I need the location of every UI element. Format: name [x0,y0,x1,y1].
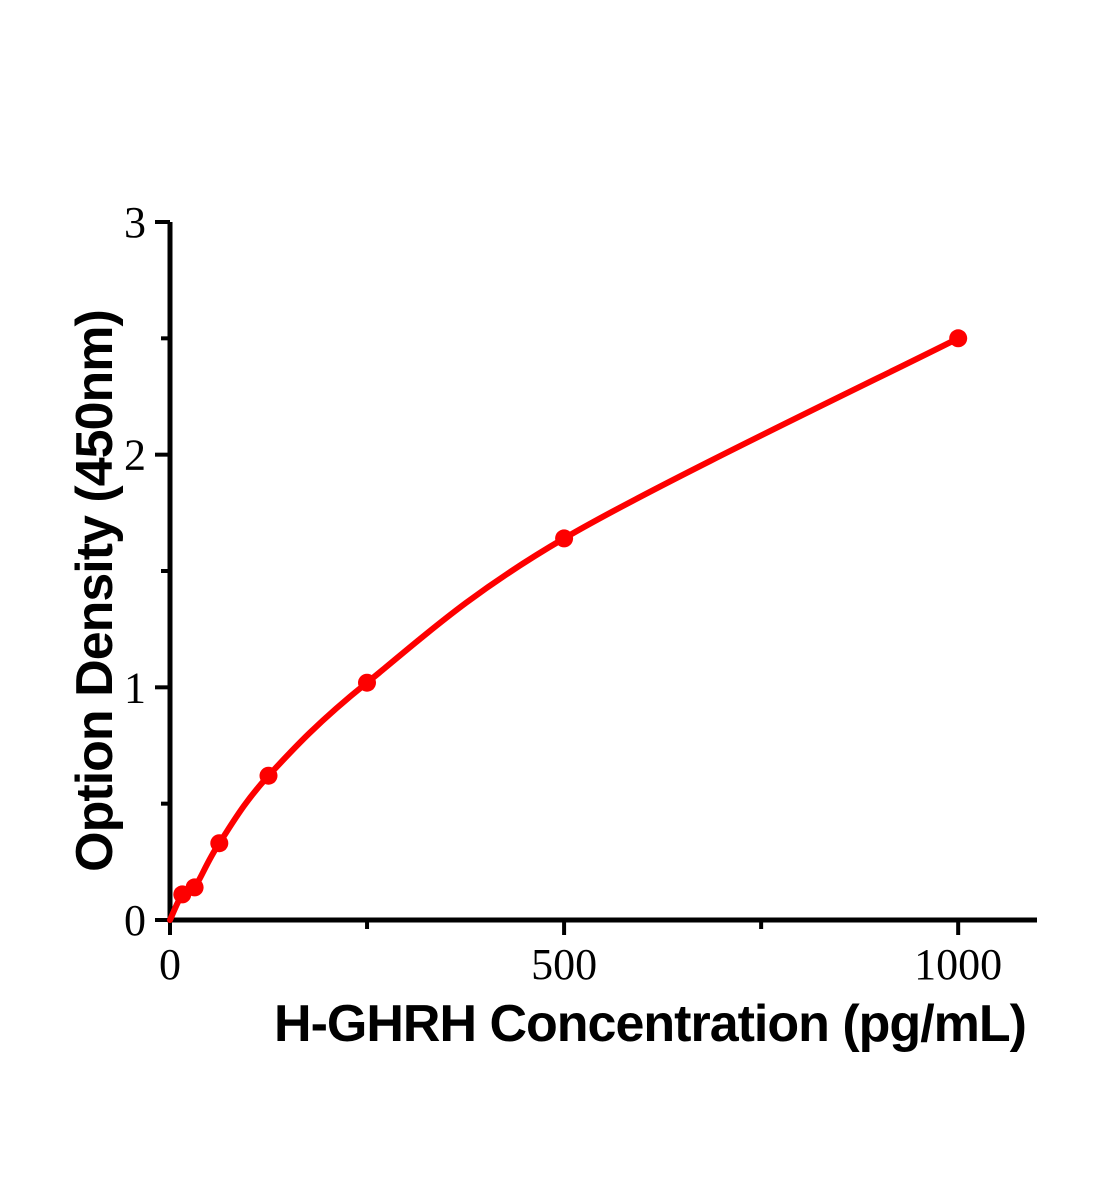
x-tick-label: 500 [531,940,597,989]
data-point [259,766,278,785]
x-axis-title: H-GHRH Concentration (pg/mL) [274,995,1026,1053]
axis-ticks [155,220,961,935]
x-tick-label: 0 [159,940,181,989]
y-axis-title: Option Density (450nm) [66,310,124,872]
tick-labels: 0 1 2 3 0 500 1000 [124,198,1002,989]
x-tick-label: 1000 [914,940,1002,989]
axes [167,222,1037,923]
data-point [358,673,376,692]
data-point [185,878,204,897]
data-point [949,329,968,348]
y-tick-label: 3 [124,198,146,247]
data-point [210,834,229,853]
y-tick-label: 1 [124,663,146,712]
y-tick-label: 2 [124,431,146,480]
standard-curve-line [167,335,962,923]
data-point-markers [173,329,968,904]
y-tick-label: 0 [124,896,146,945]
axis-lines [167,222,1037,923]
data-point [555,529,574,548]
